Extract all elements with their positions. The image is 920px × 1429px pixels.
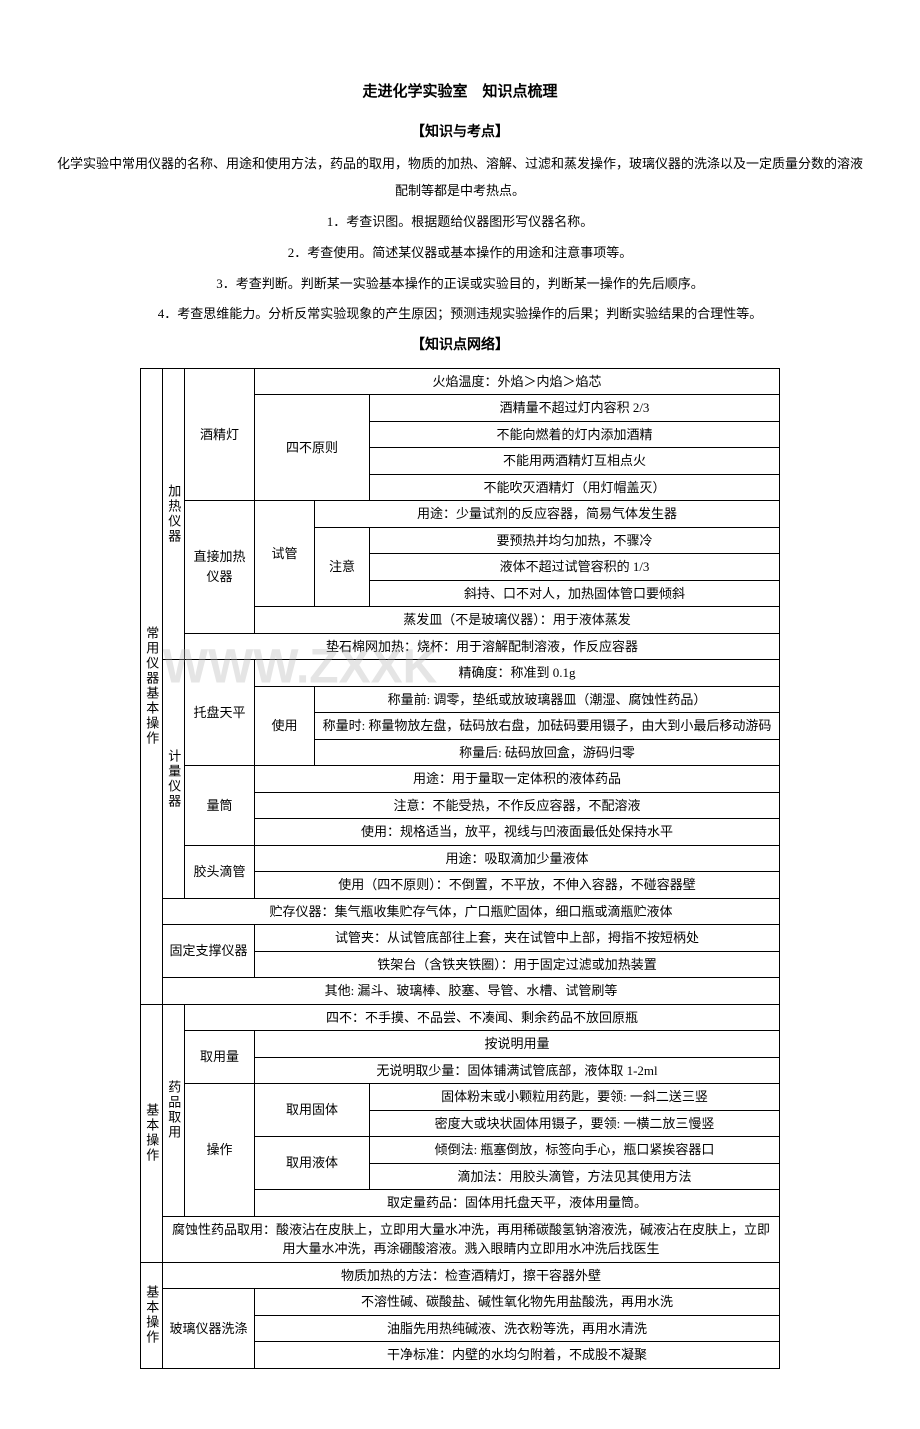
cell-asbestos: 垫石棉网加热：烧杯：用于溶解配制溶液，作反应容器 — [185, 633, 780, 660]
cell-bal-before: 称量前: 调零，垫纸或放玻璃器皿（潮湿、腐蚀性药品） — [315, 686, 780, 713]
cell-solid-block: 密度大或块状固体用镊子，要领: 一横二放三慢竖 — [370, 1110, 780, 1137]
col-common: 常用仪器基本操作 — [141, 368, 163, 1004]
cell-bal-use: 使用 — [255, 686, 315, 766]
cell-tube-n3: 斜持、口不对人，加热固体管口要倾斜 — [370, 580, 780, 607]
col-heat: 加热仪器 — [163, 368, 185, 660]
cell-stand: 铁架台（含铁夹铁圈）：用于固定过滤或加热装置 — [255, 951, 780, 978]
cell-lamp-r1: 酒精量不超过灯内容积 2/3 — [370, 395, 780, 422]
col-reagent: 药品取用 — [163, 1004, 185, 1216]
cell-amount-none: 无说明取少量：固体铺满试管底部，液体取 1-2ml — [255, 1057, 780, 1084]
cell-four-no: 四不原则 — [255, 395, 370, 501]
cell-dropper: 胶头滴管 — [185, 845, 255, 898]
cell-support: 固定支撑仪器 — [163, 925, 255, 978]
cell-tube-n2: 液体不超过试管容积的 1/3 — [370, 554, 780, 581]
page-title: 走进化学实验室 知识点梳理 — [50, 80, 870, 104]
cell-liquid: 取用液体 — [255, 1137, 370, 1190]
cell-lamp-r4: 不能吹灭酒精灯（用灯帽盖灭） — [370, 474, 780, 501]
section2-heading: 【知识点网络】 — [50, 335, 870, 357]
intro-text-2: 配制等都是中考热点。 — [50, 181, 870, 202]
cell-corrosive: 腐蚀性药品取用：酸液沾在皮肤上，立即用大量水冲洗，再用稀碳酸氢钠溶液洗，碱液沾在… — [163, 1216, 780, 1262]
col-measure: 计量仪器 — [163, 660, 185, 899]
point-3: 3．考查判断。判断某一实验基本操作的正误或实验目的，判断某一操作的先后顺序。 — [50, 274, 870, 295]
cell-storage: 贮存仪器：集气瓶收集贮存气体，广口瓶贮固体，细口瓶或滴瓶贮液体 — [163, 898, 780, 925]
cell-evap: 蒸发皿（不是玻璃仪器）：用于液体蒸发 — [255, 607, 780, 634]
cell-cylinder: 量筒 — [185, 766, 255, 846]
cell-flame: 火焰温度：外焰＞内焰＞焰芯 — [255, 368, 780, 395]
cell-tube-note: 注意 — [315, 527, 370, 607]
cell-lamp-r2: 不能向燃着的灯内添加酒精 — [370, 421, 780, 448]
cell-cyl-note: 注意：不能受热，不作反应容器，不配溶液 — [255, 792, 780, 819]
cell-cyl-proc: 使用：规格适当，放平，视线与凹液面最低处保持水平 — [255, 819, 780, 846]
cell-drop-proc: 使用（四不原则）：不倒置，不平放，不伸入容器，不碰容器壁 — [255, 872, 780, 899]
cell-others: 其他: 漏斗、玻璃棒、胶塞、导管、水槽、试管刷等 — [163, 978, 780, 1005]
cell-lamp-r3: 不能用两酒精灯互相点火 — [370, 448, 780, 475]
point-4: 4．考查思维能力。分析反常实验现象的产生原因；预测违规实验操作的后果；判断实验结… — [50, 304, 870, 325]
intro-text: 化学实验中常用仪器的名称、用途和使用方法，药品的取用，物质的加热、溶解、过滤和蒸… — [50, 154, 870, 175]
cell-direct: 直接加热仪器 — [185, 501, 255, 634]
cell-lamp: 酒精灯 — [185, 368, 255, 501]
point-1: 1．考查识图。根据题给仪器图形写仪器名称。 — [50, 212, 870, 233]
cell-solid: 取用固体 — [255, 1084, 370, 1137]
knowledge-table: 常用仪器基本操作 加热仪器 酒精灯 火焰温度：外焰＞内焰＞焰芯 四不原则 酒精量… — [140, 368, 780, 1369]
cell-amount: 取用量 — [185, 1031, 255, 1084]
cell-operation: 操作 — [185, 1084, 255, 1217]
cell-tube: 试管 — [255, 501, 315, 607]
cell-wash: 玻璃仪器洗涤 — [163, 1289, 255, 1369]
cell-liquid-pour: 倾倒法: 瓶塞倒放，标签向手心，瓶口紧挨容器口 — [370, 1137, 780, 1164]
cell-four-no2: 四不：不手摸、不品尝、不凑闻、剩余药品不放回原瓶 — [185, 1004, 780, 1031]
section-heading: 【知识与考点】 — [50, 122, 870, 144]
cell-balance: 托盘天平 — [185, 660, 255, 766]
cell-precision: 精确度：称准到 0.1g — [255, 660, 780, 687]
col-basic2: 基本操作 — [141, 1262, 163, 1368]
cell-bal-after: 称量后: 砝码放回盒，游码归零 — [315, 739, 780, 766]
cell-drop-use: 用途：吸取滴加少量液体 — [255, 845, 780, 872]
cell-wash-2: 油脂先用热纯碱液、洗衣粉等洗，再用水清洗 — [255, 1315, 780, 1342]
cell-cyl-use: 用途：用于量取一定体积的液体药品 — [255, 766, 780, 793]
point-2: 2．考查使用。简述某仪器或基本操作的用途和注意事项等。 — [50, 243, 870, 264]
cell-clamp: 试管夹：从试管底部往上套，夹在试管中上部，拇指不按短柄处 — [255, 925, 780, 952]
cell-tube-use: 用途：少量试剂的反应容器，简易气体发生器 — [315, 501, 780, 528]
cell-liquid-drop: 滴加法：用胶头滴管，方法见其使用方法 — [370, 1163, 780, 1190]
cell-bal-during: 称量时: 称量物放左盘，砝码放右盘，加砝码要用镊子，由大到小最后移动游码 — [315, 713, 780, 740]
cell-fixed-amt: 取定量药品：固体用托盘天平，液体用量筒。 — [255, 1190, 780, 1217]
col-basic1: 基本操作 — [141, 1004, 163, 1262]
cell-heating: 物质加热的方法：检查酒精灯，擦干容器外壁 — [163, 1262, 780, 1289]
cell-amount-label: 按说明用量 — [255, 1031, 780, 1058]
cell-solid-powder: 固体粉末或小颗粒用药匙，要领: 一斜二送三竖 — [370, 1084, 780, 1111]
cell-tube-n1: 要预热并均匀加热，不骤冷 — [370, 527, 780, 554]
cell-wash-3: 干净标准：内壁的水均匀附着，不成股不凝聚 — [255, 1342, 780, 1369]
